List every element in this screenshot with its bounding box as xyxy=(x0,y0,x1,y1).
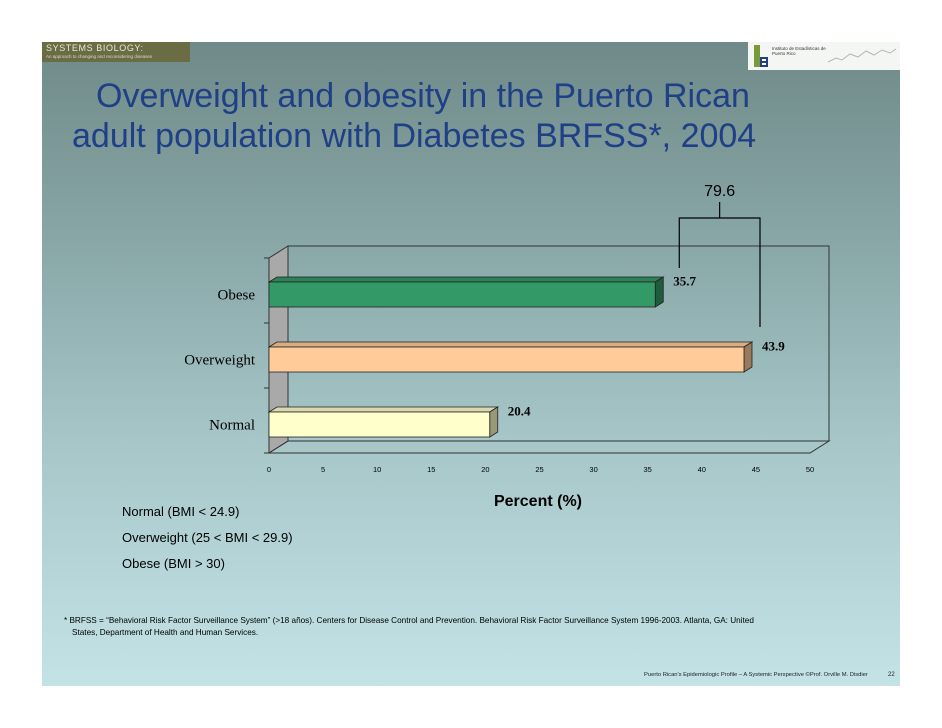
x-tick-label: 5 xyxy=(321,465,325,474)
title-line-1: Overweight and obesity in the Puerto Ric… xyxy=(96,77,750,115)
trend-line-icon xyxy=(828,48,896,63)
footer-credit: Puerto Rican's Epidemiologic Profile – A… xyxy=(644,672,868,678)
logo-left-name: SYSTEMS BIOLOGY: xyxy=(46,43,144,53)
legend-note: Obese (BMI > 30) xyxy=(122,556,225,571)
page-number: 22 xyxy=(888,672,895,678)
bar-end-face xyxy=(489,406,499,438)
logo-left-subtitle: An approach to changing and reconsiderin… xyxy=(46,54,153,59)
x-tick-label: 15 xyxy=(427,465,435,474)
x-tick-label: 35 xyxy=(644,465,652,474)
x-tick-label: 0 xyxy=(267,465,271,474)
footnote: * BRFSS = “Behavioral Risk Factor Survei… xyxy=(64,615,794,639)
category-label: Overweight xyxy=(184,353,256,369)
title-line-2: adult population with Diabetes BRFSS*, 2… xyxy=(72,117,757,155)
x-tick-label: 20 xyxy=(481,465,489,474)
bar-chart: 0 5 10 15 20 25 30 35 40 45 50 Percent (%) Obese 35.7… xyxy=(184,183,831,510)
bar xyxy=(268,411,491,438)
x-tick-label: 30 xyxy=(589,465,597,474)
slide: SYSTEMS BIOLOGY: An approach to changing… xyxy=(42,42,900,686)
data-label: 20.4 xyxy=(508,404,531,419)
bar-end-face xyxy=(654,276,664,308)
category-label: Obese xyxy=(218,288,256,304)
chart-text-layer: 0 5 10 15 20 25 30 35 40 45 50 Percent (%) Obese 35.7… xyxy=(184,183,814,510)
x-tick-label: 10 xyxy=(373,465,381,474)
footnote-line: States, Department of Health and Human S… xyxy=(72,628,259,637)
sum-bracket xyxy=(678,202,761,327)
x-tick-label: 25 xyxy=(535,465,543,474)
bar xyxy=(268,346,745,373)
institute-logo: Instituto de Estadísticas de Puerto Rico xyxy=(748,42,900,70)
slide-title: Overweight and obesity in the Puerto Ric… xyxy=(72,76,882,156)
legend-note: Normal (BMI < 24.9) xyxy=(122,504,240,519)
data-label: 43.9 xyxy=(762,339,785,354)
bracket-total-label: 79.6 xyxy=(704,183,735,200)
footnote-line: * BRFSS = “Behavioral Risk Factor Survei… xyxy=(64,616,754,625)
institute-logo-icon xyxy=(754,45,768,67)
bar-top-face xyxy=(267,341,754,348)
category-label: Normal xyxy=(209,418,255,434)
bar-top-face xyxy=(267,406,500,413)
institute-name: Instituto de Estadísticas de Puerto Rico xyxy=(772,46,826,56)
bar-top-face xyxy=(267,276,665,283)
bar xyxy=(268,281,656,308)
systems-biology-logo: SYSTEMS BIOLOGY: An approach to changing… xyxy=(42,42,190,62)
chart-floor xyxy=(267,440,831,454)
bar-end-face xyxy=(743,341,753,373)
bracket-line xyxy=(678,217,761,327)
x-tick-label: 50 xyxy=(806,465,814,474)
x-axis-label: Percent (%) xyxy=(494,493,582,510)
bar-layer xyxy=(267,276,754,438)
legend-note: Overweight (25 < BMI < 29.9) xyxy=(122,530,293,545)
x-tick-label: 40 xyxy=(698,465,706,474)
x-tick-label: 45 xyxy=(752,465,760,474)
data-label: 35.7 xyxy=(673,274,696,289)
bmi-legend: Normal (BMI < 24.9) Overweight (25 < BMI… xyxy=(122,504,293,582)
